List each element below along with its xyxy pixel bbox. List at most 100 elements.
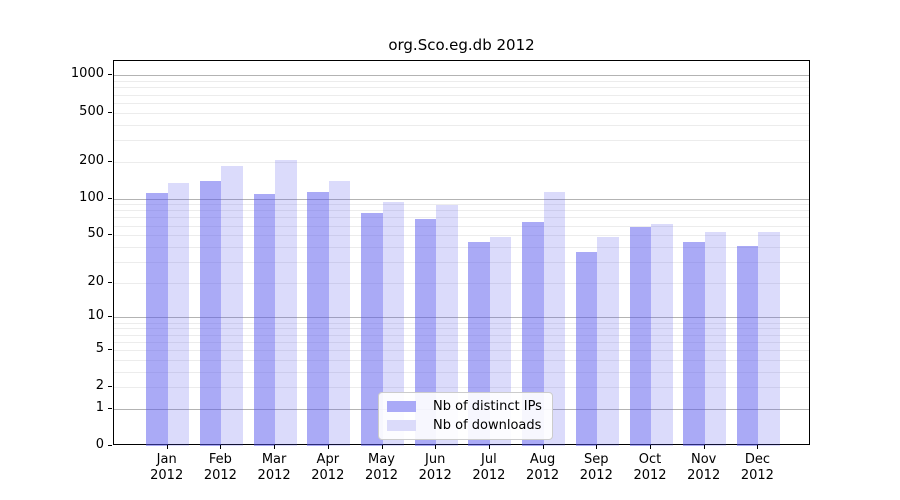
x-tick-mark <box>435 445 437 449</box>
bar-downloads-jan <box>167 182 190 446</box>
x-tick-mark <box>220 445 222 449</box>
x-tick-label-jan: Jan 2012 <box>150 452 184 483</box>
legend-entry-distinct-ips: Nb of distinct IPs <box>387 399 542 414</box>
gridline-minor <box>114 204 809 206</box>
bar-distinct-ips-oct <box>629 227 651 446</box>
gridline-minor <box>114 124 809 126</box>
legend: Nb of distinct IPs Nb of downloads <box>378 392 553 440</box>
x-tick-label-apr: Apr 2012 <box>311 452 345 483</box>
gridline-minor <box>114 81 809 83</box>
gridline-minor <box>114 359 809 361</box>
x-tick-label-may: May 2012 <box>364 452 399 483</box>
gridline-minor <box>114 225 809 227</box>
bar-downloads-sep <box>597 237 619 446</box>
y-tick-label: 20 <box>87 273 104 289</box>
gridline-major <box>114 317 809 319</box>
gridline-minor <box>114 112 809 114</box>
gridline-minor <box>114 341 809 343</box>
bar-downloads-feb <box>221 165 243 446</box>
x-tick-label-feb: Feb 2012 <box>203 452 237 483</box>
legend-swatch-distinct-ips-icon <box>387 401 416 412</box>
y-tick-label: 50 <box>87 226 104 242</box>
gridline-minor <box>114 282 809 284</box>
legend-swatch-downloads-icon <box>387 420 416 431</box>
bar-downloads-oct <box>651 223 673 446</box>
y-tick-mark <box>108 234 112 236</box>
y-tick-label: 1000 <box>70 66 104 82</box>
gridline-minor <box>114 94 809 96</box>
y-tick-label: 200 <box>79 152 104 168</box>
x-tick-mark <box>703 445 705 449</box>
gridline-minor <box>114 328 809 330</box>
bar-distinct-ips-sep <box>575 252 598 446</box>
x-tick-label-oct: Oct 2012 <box>633 452 667 483</box>
y-tick-label: 0 <box>95 437 104 452</box>
gridline-minor <box>114 246 809 248</box>
y-tick-label: 5 <box>95 340 104 356</box>
bar-distinct-ips-aug <box>522 222 544 446</box>
bar-distinct-ips-apr <box>307 192 329 446</box>
x-tick-mark <box>650 445 651 449</box>
x-tick-label-aug: Aug 2012 <box>526 452 560 483</box>
gridline-minor <box>114 387 809 389</box>
gridline-minor <box>114 371 809 373</box>
y-tick-label: 1 <box>95 399 104 415</box>
bar-distinct-ips-dec <box>736 245 759 446</box>
y-tick-mark <box>108 316 112 318</box>
x-tick-mark <box>274 445 276 449</box>
gridline-major <box>114 75 809 77</box>
x-tick-label-jul: Jul 2012 <box>472 452 506 483</box>
x-tick-mark <box>488 445 490 449</box>
y-tick-mark <box>108 111 112 113</box>
x-tick-mark <box>757 445 759 449</box>
bar-downloads-nov <box>704 232 727 446</box>
y-tick-mark <box>108 281 112 283</box>
gridline-minor <box>114 322 809 324</box>
bar-downloads-dec <box>758 232 780 446</box>
x-tick-label-nov: Nov 2012 <box>687 452 721 483</box>
gridline-minor <box>114 349 809 351</box>
x-tick-label-mar: Mar 2012 <box>257 452 291 483</box>
chart-title: org.Sco.eg.db 2012 <box>388 36 535 54</box>
bar-distinct-ips-nov <box>683 241 705 446</box>
x-tick-label-sep: Sep 2012 <box>579 452 613 483</box>
legend-label-distinct-ips: Nb of distinct IPs <box>433 399 542 414</box>
gridline-minor <box>114 87 809 89</box>
x-tick-mark <box>542 445 544 449</box>
gridline-minor <box>114 139 809 141</box>
bar-downloads-apr <box>328 180 351 446</box>
bar-distinct-ips-jan <box>146 193 168 446</box>
gridline-minor <box>114 161 809 163</box>
gridline-minor <box>114 261 809 263</box>
bar-distinct-ips-may <box>361 213 383 446</box>
y-tick-mark <box>108 445 112 446</box>
legend-label-downloads: Nb of downloads <box>433 418 542 433</box>
bar-distinct-ips-feb <box>199 180 222 446</box>
gridline-minor <box>114 235 809 237</box>
y-tick-mark <box>108 160 112 162</box>
x-tick-mark <box>381 445 383 449</box>
y-tick-mark <box>108 407 112 409</box>
y-tick-label: 500 <box>79 103 104 119</box>
x-tick-label-jun: Jun 2012 <box>418 452 452 483</box>
bar-distinct-ips-jun <box>414 218 437 446</box>
bar-downloads-jun <box>436 205 458 446</box>
bar-downloads-aug <box>543 191 566 446</box>
gridline-major <box>114 198 809 200</box>
y-tick-mark <box>108 74 112 76</box>
gridline-minor <box>114 102 809 104</box>
y-tick-label: 2 <box>95 378 104 394</box>
x-tick-mark <box>327 445 329 449</box>
y-tick-mark <box>108 197 112 199</box>
y-tick-label: 100 <box>79 189 104 205</box>
gridline-minor <box>114 334 809 336</box>
gridline-minor <box>114 210 809 212</box>
y-tick-mark <box>108 348 112 350</box>
y-tick-mark <box>108 386 112 388</box>
plot-area <box>113 60 810 446</box>
bar-downloads-may <box>382 202 404 446</box>
gridline-minor <box>114 217 809 219</box>
legend-entry-downloads: Nb of downloads <box>387 418 542 433</box>
x-tick-mark <box>166 445 168 449</box>
bar-distinct-ips-mar <box>253 194 276 446</box>
